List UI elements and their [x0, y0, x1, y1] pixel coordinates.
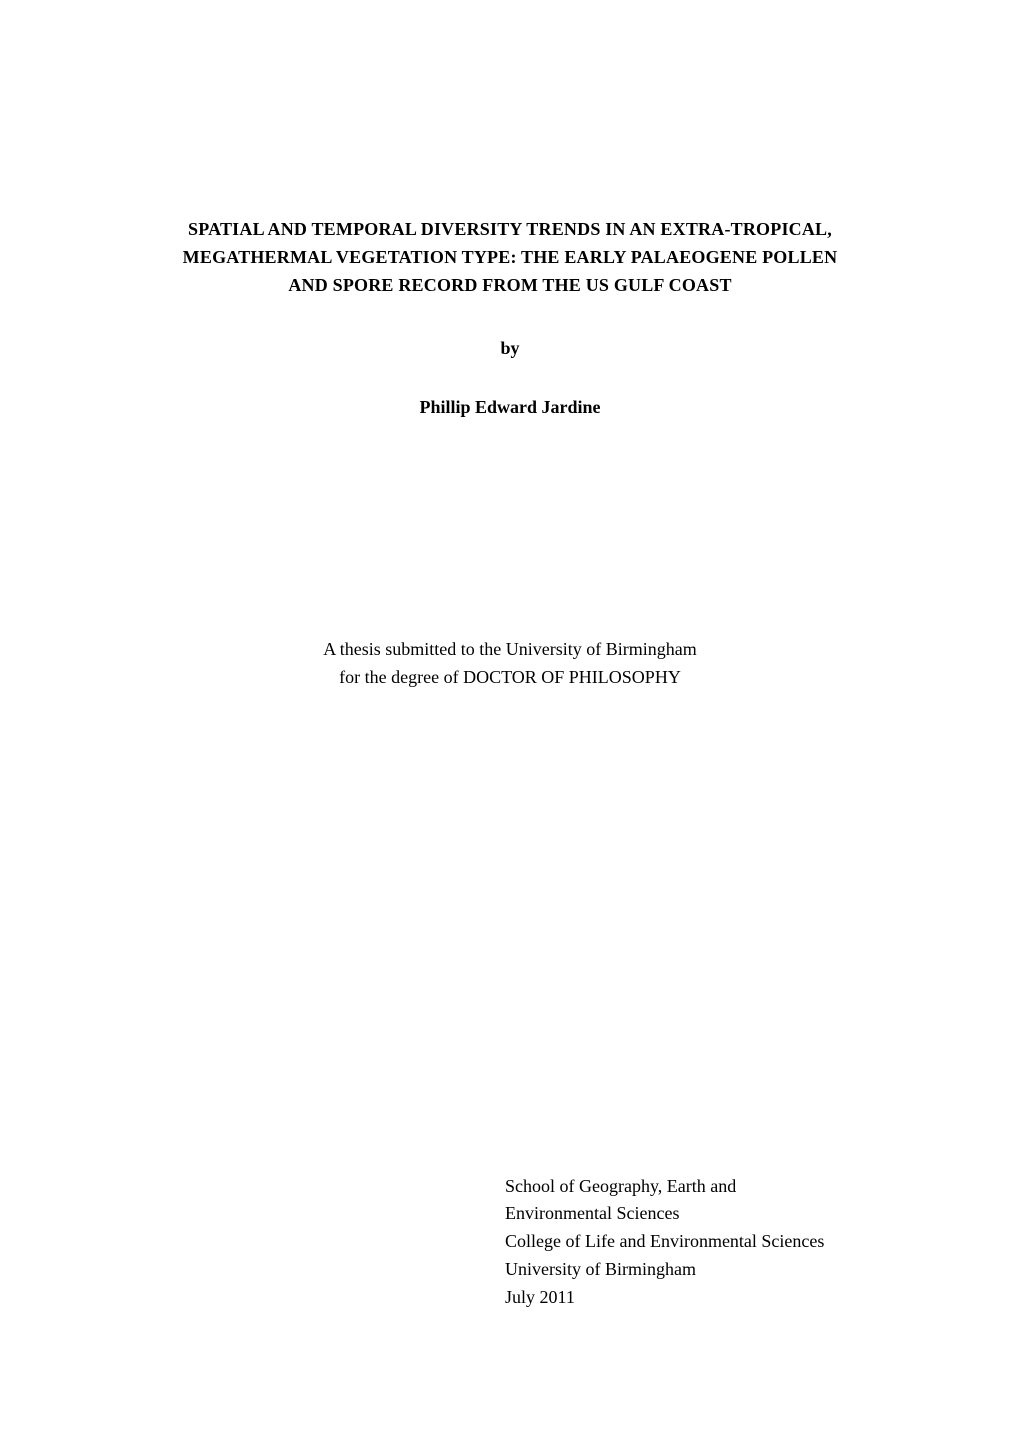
affiliation-block: School of Geography, Earth and Environme…: [505, 1173, 905, 1312]
title-page: SPATIAL AND TEMPORAL DIVERSITY TRENDS IN…: [0, 0, 1020, 1442]
thesis-title-line-1: SPATIAL AND TEMPORAL DIVERSITY TRENDS IN…: [183, 216, 838, 244]
thesis-title-line-2: MEGATHERMAL VEGETATION TYPE: THE EARLY P…: [183, 244, 838, 272]
affiliation-line: University of Birmingham: [505, 1256, 905, 1284]
submission-statement: A thesis submitted to the University of …: [130, 636, 890, 692]
affiliation-line: July 2011: [505, 1284, 905, 1312]
author-name: Phillip Edward Jardine: [130, 397, 890, 418]
submission-line-1: A thesis submitted to the University of …: [130, 636, 890, 664]
affiliation-line: College of Life and Environmental Scienc…: [505, 1228, 905, 1256]
byline: by: [130, 338, 890, 359]
thesis-title-line-3: AND SPORE RECORD FROM THE US GULF COAST: [183, 272, 838, 300]
thesis-title-block: SPATIAL AND TEMPORAL DIVERSITY TRENDS IN…: [183, 216, 838, 300]
affiliation-line: School of Geography, Earth and: [505, 1173, 905, 1201]
affiliation-line: Environmental Sciences: [505, 1200, 905, 1228]
submission-line-2: for the degree of DOCTOR OF PHILOSOPHY: [130, 664, 890, 692]
